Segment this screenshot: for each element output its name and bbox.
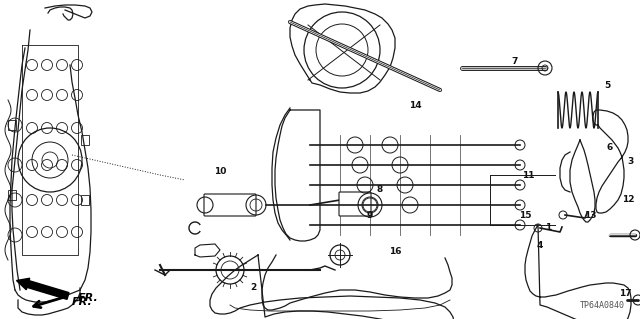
- Text: 8: 8: [377, 186, 383, 195]
- Text: 14: 14: [409, 100, 421, 109]
- Text: 15: 15: [519, 211, 531, 219]
- Text: FR.: FR.: [78, 293, 99, 303]
- Text: 2: 2: [250, 283, 256, 292]
- Text: 5: 5: [604, 80, 610, 90]
- Text: 4: 4: [537, 241, 543, 249]
- Text: 12: 12: [621, 196, 634, 204]
- Bar: [81, 195, 89, 205]
- Text: 16: 16: [388, 248, 401, 256]
- Text: 3: 3: [627, 158, 633, 167]
- Text: 13: 13: [584, 211, 596, 219]
- Text: 9: 9: [367, 211, 373, 219]
- FancyArrow shape: [17, 278, 69, 299]
- Bar: [81, 135, 89, 145]
- Text: 10: 10: [214, 167, 226, 176]
- Text: FR.: FR.: [72, 297, 93, 307]
- Bar: [8, 120, 16, 130]
- Bar: [8, 190, 16, 200]
- FancyBboxPatch shape: [339, 192, 371, 216]
- Text: 11: 11: [522, 170, 534, 180]
- Text: 1: 1: [545, 224, 551, 233]
- Text: TP64A0840: TP64A0840: [580, 301, 625, 310]
- FancyBboxPatch shape: [204, 194, 256, 216]
- Text: 17: 17: [619, 288, 631, 298]
- Polygon shape: [275, 110, 320, 241]
- Text: 7: 7: [512, 57, 518, 66]
- Text: 6: 6: [607, 144, 613, 152]
